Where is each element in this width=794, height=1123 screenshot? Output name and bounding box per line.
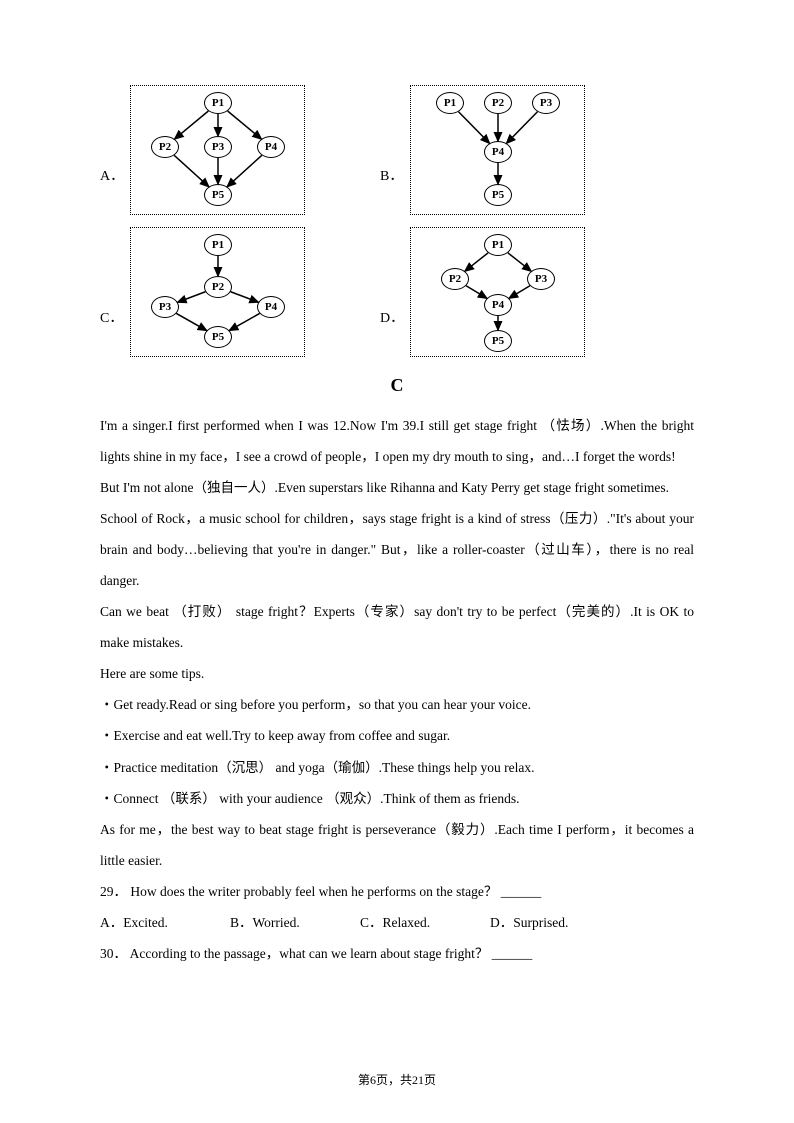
diagram-node: P1 — [484, 234, 512, 256]
option-b: B．Worried. — [230, 907, 360, 938]
paragraph: ・Exercise and eat well.Try to keep away … — [100, 720, 694, 751]
paragraph: Can we beat （打败） stage fright？Experts（专家… — [100, 596, 694, 658]
diagram-node: P3 — [151, 296, 179, 318]
option-label-c: C． — [100, 257, 130, 327]
diagram-node: P2 — [484, 92, 512, 114]
diagram-node: P1 — [204, 92, 232, 114]
paragraph: ・Get ready.Read or sing before you perfo… — [100, 689, 694, 720]
question-number: 29． — [100, 884, 127, 899]
diagram-node: P3 — [527, 268, 555, 290]
question-number: 30． — [100, 946, 127, 961]
diagram-D: P1 P2 P3 P4 P5 — [410, 227, 585, 357]
diagram-node: P5 — [484, 184, 512, 206]
diagram-node: P4 — [484, 294, 512, 316]
option-label-d: D． — [380, 257, 410, 327]
diagram-row-2: C． P1 P2 P3 P4 P5 D． P1 P2 P3 P4 P5 — [100, 227, 694, 357]
diagram-node: P5 — [204, 326, 232, 348]
diagram-node: P1 — [436, 92, 464, 114]
diagram-node: P4 — [484, 141, 512, 163]
diagram-node: P2 — [441, 268, 469, 290]
paragraph: I'm a singer.I first performed when I wa… — [100, 410, 694, 472]
option-d: D．Surprised. — [490, 907, 620, 938]
diagram-node: P5 — [484, 330, 512, 352]
diagram-row-1: A． P1 P2 P3 P4 P5 B． P1 P2 P3 P4 P5 — [100, 85, 694, 215]
paragraph: ・Connect （联系） with your audience （观众）.Th… — [100, 783, 694, 814]
option-label-a: A． — [100, 115, 130, 185]
option-label-b: B． — [380, 115, 410, 185]
diagram-node: P4 — [257, 136, 285, 158]
diagram-node: P5 — [204, 184, 232, 206]
diagram-B: P1 P2 P3 P4 P5 — [410, 85, 585, 215]
option-c: C．Relaxed. — [360, 907, 490, 938]
question-text: According to the passage，what can we lea… — [130, 946, 533, 961]
paragraph: School of Rock，a music school for childr… — [100, 503, 694, 596]
diagram-A: P1 P2 P3 P4 P5 — [130, 85, 305, 215]
diagram-node: P1 — [204, 234, 232, 256]
passage: I'm a singer.I first performed when I wa… — [100, 410, 694, 876]
question-29-options: A．Excited. B．Worried. C．Relaxed. D．Surpr… — [100, 907, 694, 938]
paragraph: But I'm not alone（独自一人）.Even superstars … — [100, 472, 694, 503]
diagram-C: P1 P2 P3 P4 P5 — [130, 227, 305, 357]
diagram-node: P2 — [151, 136, 179, 158]
page-footer: 第6页，共21页 — [0, 1071, 794, 1088]
diagram-node: P2 — [204, 276, 232, 298]
paragraph: ・Practice meditation（沉思） and yoga（瑜伽）.Th… — [100, 752, 694, 783]
paragraph: As for me，the best way to beat stage fri… — [100, 814, 694, 876]
diagram-node: P3 — [204, 136, 232, 158]
option-a: A．Excited. — [100, 907, 230, 938]
question-30: 30． According to the passage，what can we… — [100, 938, 694, 969]
question-text: How does the writer probably feel when h… — [130, 884, 541, 899]
question-29: 29． How does the writer probably feel wh… — [100, 876, 694, 907]
paragraph: Here are some tips. — [100, 658, 694, 689]
section-header: C — [100, 375, 694, 396]
diagram-node: P4 — [257, 296, 285, 318]
diagram-node: P3 — [532, 92, 560, 114]
